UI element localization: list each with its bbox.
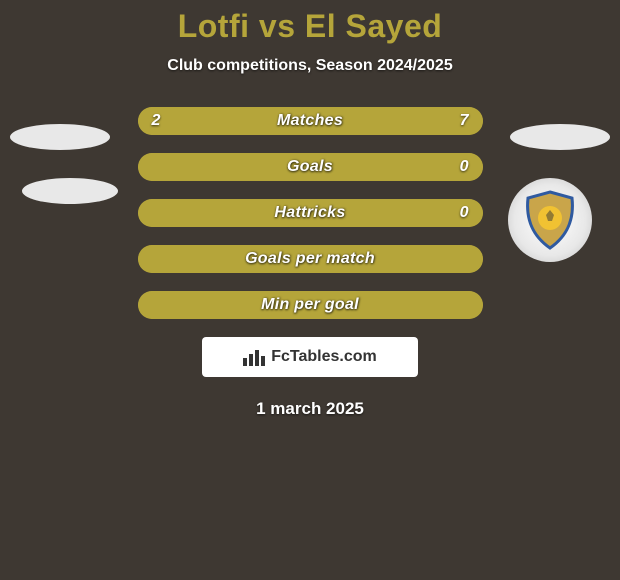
stat-label: Hattricks [138, 204, 483, 222]
stat-label: Matches [138, 112, 483, 130]
shield-icon [522, 190, 578, 250]
stat-label: Min per goal [138, 296, 483, 314]
stat-bar: Goals per match [138, 245, 483, 273]
stat-bar: 0Hattricks [138, 199, 483, 227]
date-label: 1 march 2025 [256, 399, 364, 419]
stat-label: Goals per match [138, 250, 483, 268]
stat-bar: 0Goals [138, 153, 483, 181]
subtitle: Club competitions, Season 2024/2025 [167, 57, 452, 75]
comparison-card: Lotfi vs El Sayed Club competitions, Sea… [0, 0, 620, 580]
stat-label: Goals [138, 158, 483, 176]
player-right-avatar-placeholder [510, 124, 610, 150]
branding-text: FcTables.com [271, 348, 377, 366]
club-badge-right [508, 178, 592, 262]
bars-icon [243, 348, 265, 366]
player-left-club-placeholder [22, 178, 118, 204]
stat-bar: 27Matches [138, 107, 483, 135]
branding-badge: FcTables.com [202, 337, 418, 377]
stat-bar: Min per goal [138, 291, 483, 319]
page-title: Lotfi vs El Sayed [178, 8, 443, 45]
player-left-avatar-placeholder [10, 124, 110, 150]
